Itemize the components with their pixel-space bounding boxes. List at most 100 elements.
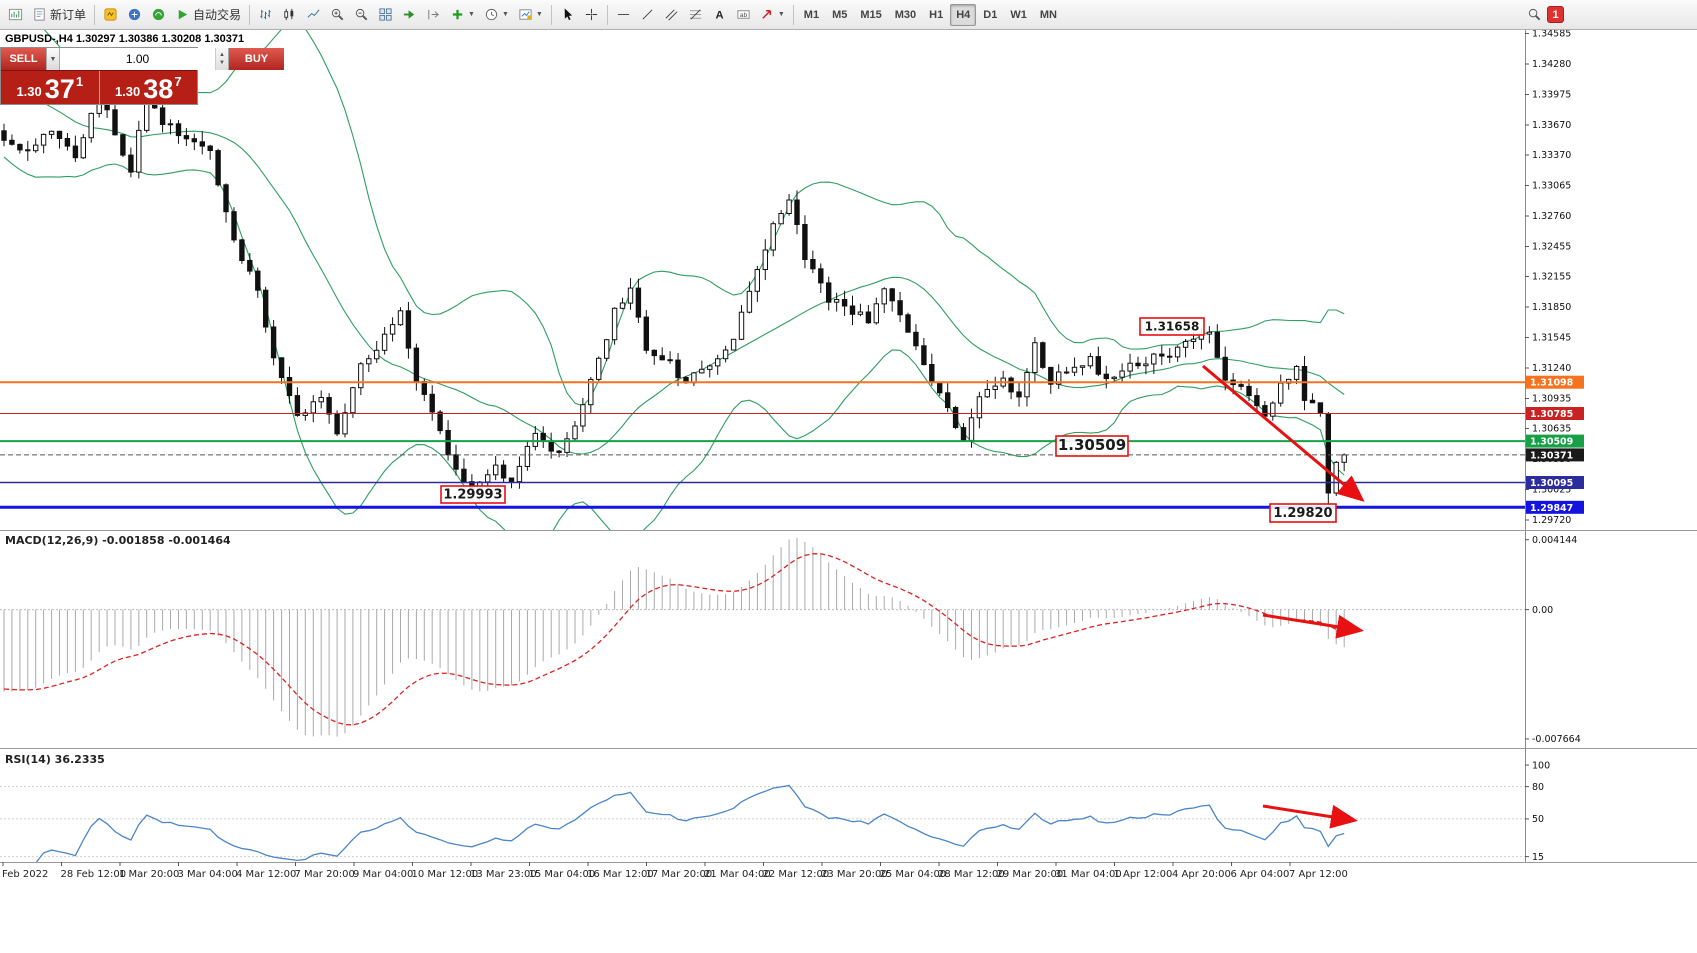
candle-body — [1135, 362, 1141, 367]
candle-body — [675, 359, 681, 379]
cursor-button[interactable] — [556, 3, 579, 27]
search-button[interactable] — [1523, 3, 1546, 27]
chart-candles-button[interactable] — [278, 3, 301, 27]
price-tag: 1.30371 — [1526, 448, 1584, 462]
chart-region: 1.34585 1.34280 1.33975 1.33670 1.33370 1.330… — [0, 30, 1697, 953]
volume-input[interactable] — [60, 48, 215, 70]
fibonacci-tool-button[interactable] — [684, 3, 707, 27]
auto-scroll-button[interactable] — [398, 3, 421, 27]
macd-signal-line — [3, 553, 1345, 726]
candle-body — [802, 224, 808, 260]
candle-body — [1278, 382, 1284, 404]
toolbar-separator — [550, 4, 552, 25]
main-toolbar: 新订单 自动交易 ▼ ▼ ▼ A ab ▼ M1 M5 M15 M30 H1 — [0, 0, 1697, 30]
timeframe-w1[interactable]: W1 — [1004, 4, 1033, 26]
time-tick-label: 13 Mar 23:00 — [470, 869, 537, 880]
volume-dropdown[interactable]: ▼ — [46, 48, 60, 70]
time-tick-label: 1 Apr 12:00 — [1114, 869, 1173, 880]
macd-tick-label: 0.004144 — [1532, 535, 1577, 546]
zoom-out-button[interactable] — [350, 3, 373, 27]
timeframe-h4[interactable]: H4 — [950, 3, 977, 26]
buy-button[interactable]: BUY — [229, 48, 284, 70]
channel-tool-button[interactable] — [660, 3, 683, 27]
sell-price[interactable]: 1.30 37 1 — [1, 71, 99, 104]
new-order-button[interactable]: 新订单 — [28, 3, 90, 27]
candle-body — [929, 364, 935, 383]
channel-icon — [664, 7, 679, 22]
candle-body — [358, 363, 364, 389]
candle-body — [159, 107, 166, 126]
buy-price[interactable]: 1.30 38 7 — [98, 71, 198, 104]
buy-price-base: 1.30 — [114, 84, 141, 99]
auto-scroll-icon — [402, 7, 417, 22]
candle-body — [1, 130, 7, 141]
annotation-text: 1.30509 — [1058, 436, 1126, 454]
indicators-button[interactable]: ▼ — [446, 3, 479, 27]
periods-button[interactable]: ▼ — [480, 3, 513, 27]
signals-icon — [151, 7, 166, 22]
trend-arrows[interactable] — [1202, 364, 1365, 829]
label-tool-button[interactable]: ab — [732, 3, 755, 27]
candle-body — [516, 465, 523, 483]
crosshair-button[interactable] — [580, 3, 603, 27]
text-tool-button[interactable]: A — [708, 3, 731, 27]
candle-body — [1119, 370, 1125, 378]
candle-body — [1254, 395, 1260, 407]
autotrade-button[interactable]: 自动交易 — [171, 3, 245, 27]
candle-body — [1293, 366, 1300, 380]
templates-button[interactable]: ▼ — [514, 3, 547, 27]
trendline-tool-button[interactable] — [636, 3, 659, 27]
candle-body — [746, 290, 753, 313]
hline-tool-button[interactable] — [612, 3, 635, 27]
time-tick-label: 28 Feb 12:00 — [61, 869, 127, 880]
metaeditor-button[interactable] — [99, 3, 122, 27]
candle-body — [72, 145, 79, 159]
timeframe-m5[interactable]: M5 — [826, 4, 853, 26]
arrows-tool-button[interactable]: ▼ — [756, 3, 789, 27]
signals-button[interactable] — [147, 3, 170, 27]
autotrade-label: 自动交易 — [193, 8, 242, 22]
candle-body — [318, 397, 324, 403]
time-tick-label: 6 Apr 04:00 — [1231, 869, 1290, 880]
candle-body — [112, 109, 118, 136]
candle-body — [548, 440, 554, 452]
candle-body — [421, 381, 428, 395]
chart-shift-button[interactable] — [422, 3, 445, 27]
candle-body — [857, 311, 864, 315]
chart-page-icon — [8, 7, 23, 22]
candle-body — [9, 139, 15, 145]
timeframe-h1[interactable]: H1 — [923, 4, 949, 26]
zoom-in-button[interactable] — [326, 3, 349, 27]
play-icon — [175, 7, 190, 22]
annotations[interactable]: 1.31658 1.30509 1.29993 1.29820 — [440, 317, 1337, 523]
market-button[interactable] — [123, 3, 146, 27]
timeframe-m1[interactable]: M1 — [798, 4, 825, 26]
timeframe-m30[interactable]: M30 — [889, 4, 922, 26]
candle-body — [40, 133, 47, 146]
price-tick-label: 1.31240 — [1532, 363, 1571, 374]
timeframe-mn[interactable]: MN — [1034, 4, 1063, 26]
price-tick-label: 1.30935 — [1532, 394, 1571, 405]
chart-bars-button[interactable] — [254, 3, 277, 27]
new-chart-button[interactable] — [4, 3, 27, 27]
candle-body — [1174, 346, 1181, 358]
volume-stepper[interactable]: ▲ ▼ — [215, 48, 228, 70]
chart-line-button[interactable] — [302, 3, 325, 27]
trendline-icon — [640, 7, 655, 22]
spinner-up-icon[interactable]: ▲ — [219, 52, 225, 58]
candle-body — [453, 454, 459, 470]
sell-button[interactable]: SELL — [1, 48, 46, 70]
arrow-shape-icon — [760, 7, 775, 22]
spinner-down-icon[interactable]: ▼ — [219, 60, 225, 66]
timeframe-m15[interactable]: M15 — [854, 4, 887, 26]
candle-body — [437, 411, 443, 432]
tile-windows-button[interactable] — [374, 3, 397, 27]
candle-body — [1024, 372, 1030, 398]
toolbar-separator — [792, 4, 794, 25]
candle-body — [1071, 366, 1078, 373]
market-icon — [127, 7, 142, 22]
annotation-text: 1.29820 — [1273, 506, 1332, 521]
timeframe-d1[interactable]: D1 — [977, 4, 1003, 26]
chart-area[interactable]: 1.34585 1.34280 1.33975 1.33670 1.33370 1.330… — [0, 30, 1697, 953]
notification-badge[interactable]: 1 — [1547, 6, 1564, 23]
